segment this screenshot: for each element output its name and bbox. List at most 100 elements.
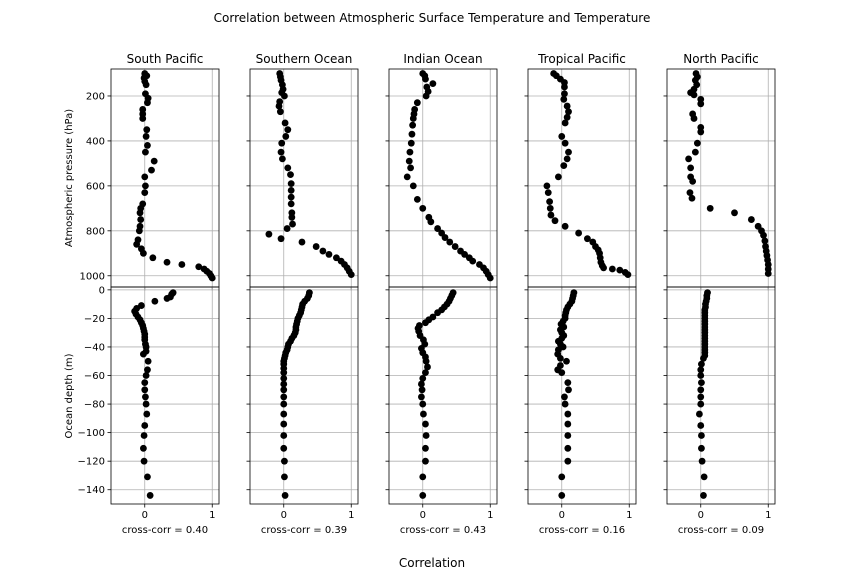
atmos-point [407, 164, 414, 172]
ocean-y-tick-label: −60 [84, 371, 105, 382]
atmos-point [561, 90, 568, 98]
atmos-point [413, 195, 421, 203]
atmos-point [409, 182, 417, 190]
atmos-point [747, 216, 755, 223]
ocean-point [564, 410, 572, 418]
ocean-point [142, 393, 149, 401]
atmos-point [281, 119, 289, 127]
atmos-point [288, 213, 296, 221]
atmos-point [616, 266, 624, 274]
ocean-point [563, 357, 570, 365]
atmos-point [429, 80, 437, 88]
atmos-point [685, 155, 692, 163]
ocean-point [280, 432, 288, 439]
atmos-point [608, 265, 616, 273]
atmos-point [140, 249, 147, 257]
atmos-point [141, 173, 149, 181]
atmos-point [136, 209, 144, 217]
atmos-point [406, 148, 414, 156]
atmos-point [451, 243, 459, 250]
ocean-point [418, 386, 426, 394]
x-tick-label: 0 [698, 510, 704, 521]
ocean-point [422, 357, 430, 365]
atmos-point [689, 177, 697, 185]
atmos-point [148, 166, 155, 174]
atmos-point [276, 108, 284, 116]
atmos-point [409, 115, 417, 122]
atmos-point [547, 211, 555, 219]
atmos-point [275, 102, 283, 110]
ocean-y-tick-label: −40 [84, 342, 105, 353]
atmos-point [427, 218, 435, 226]
atmos-point [407, 139, 415, 147]
atmos-point [282, 133, 290, 140]
ocean-point [140, 432, 148, 439]
ocean-point [696, 410, 703, 418]
atmos-point [142, 182, 149, 190]
atmos-point [731, 209, 738, 217]
atmos-point [561, 222, 569, 230]
atmos-point [144, 142, 151, 149]
atmos-point [403, 173, 411, 181]
ocean-point [419, 400, 427, 408]
atmos-point [691, 148, 699, 156]
atmos-point [143, 126, 151, 134]
atmos-point [687, 164, 695, 172]
ocean-axes-frame [110, 286, 220, 505]
ocean-point [700, 473, 708, 481]
atmos-point [600, 264, 607, 272]
ocean-y-tick-label: −140 [78, 485, 105, 496]
ocean-point [564, 420, 572, 428]
atmos-point [312, 243, 320, 250]
atmos-point [546, 198, 553, 205]
atmos-point [546, 204, 554, 212]
atmos-y-tick-label: 1000 [80, 271, 105, 282]
atmos-point [287, 200, 295, 208]
panel-title-southern-ocean: Southern Ocean [256, 52, 353, 66]
ocean-point [561, 400, 569, 408]
x-tick-label: 0 [142, 510, 148, 521]
ocean-y-tick-label: −20 [84, 314, 105, 325]
atmos-point [422, 92, 430, 100]
atmos-point [560, 95, 568, 103]
ocean-point [697, 422, 705, 429]
atmos-y-tick-label: 600 [86, 181, 105, 192]
ocean-point [558, 369, 566, 377]
ocean-point [418, 380, 425, 388]
ocean-point [422, 432, 430, 439]
atmos-point [761, 237, 769, 245]
ocean-point [420, 410, 427, 418]
cross-corr-label-south-pacific: cross-corr = 0.40 [122, 525, 208, 536]
atmos-point [697, 128, 705, 136]
ocean-point [698, 457, 706, 465]
atmos-point [287, 186, 295, 194]
atmos-point [333, 254, 340, 262]
atmos-point [554, 173, 562, 181]
atmos-point [697, 100, 705, 108]
atmos-point [347, 271, 355, 279]
atmos-point [195, 263, 203, 271]
ocean-point [422, 369, 429, 377]
atmos-point [208, 274, 216, 282]
atmos-point [441, 234, 449, 241]
atmos-point [434, 225, 441, 232]
atmos-point [584, 235, 591, 243]
ocean-point [418, 393, 425, 401]
ocean-point [419, 374, 427, 382]
atmos-point [287, 171, 294, 179]
ocean-point [564, 432, 572, 439]
atmos-point [135, 227, 143, 235]
ocean-point [146, 492, 154, 499]
atmos-point [142, 81, 150, 89]
ocean-point [280, 369, 288, 377]
ocean-point [144, 366, 151, 374]
atmos-subplot-southern-ocean: Southern Ocean [246, 52, 359, 291]
atmos-point [706, 204, 714, 212]
atmos-point [575, 229, 583, 237]
ocean-point [281, 492, 289, 499]
atmos-point [281, 92, 288, 100]
ocean-point [422, 444, 429, 452]
